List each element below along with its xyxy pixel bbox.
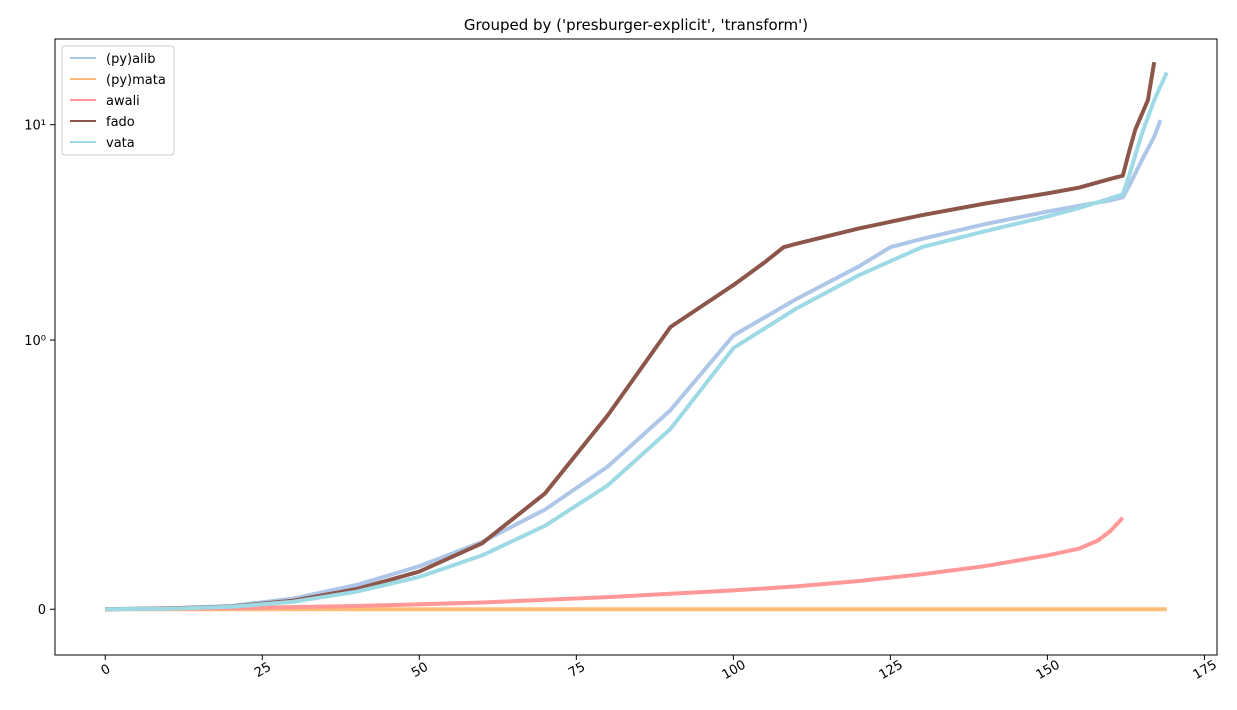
legend-label: vata	[106, 136, 135, 151]
legend-label: awali	[106, 94, 140, 109]
x-tick-label: 50	[409, 660, 431, 681]
y-axis: 0 10⁰ 10¹	[24, 119, 55, 618]
legend-box	[61, 45, 175, 156]
chart-title: Grouped by ('presburger-explicit', 'tran…	[464, 16, 808, 34]
y-tick-label: 10⁰	[24, 334, 46, 349]
y-tick-label: 10¹	[24, 119, 46, 134]
legend-label: fado	[106, 115, 135, 130]
x-tick-label: 75	[566, 660, 588, 681]
series-line-awali	[105, 516, 1125, 612]
x-tick-label: 25	[252, 660, 274, 681]
legend-label: (py)alib	[106, 52, 156, 67]
plot-area	[54, 38, 1218, 656]
series-line-fado	[105, 61, 1157, 612]
series-line-vata	[105, 71, 1169, 612]
y-tick-label: 0	[38, 603, 46, 618]
series-layer	[105, 61, 1169, 612]
legend: (py)alib (py)mata awali fado vata	[61, 45, 175, 156]
legend-label: (py)mata	[106, 73, 166, 88]
